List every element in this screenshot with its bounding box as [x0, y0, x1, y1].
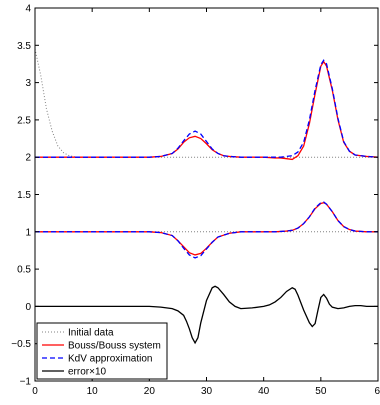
y-tick-label: −1: [20, 377, 32, 388]
y-tick-label: 0: [25, 302, 31, 313]
x-tick-label: 30: [201, 386, 213, 397]
x-tick-label: 40: [258, 386, 270, 397]
y-tick-label: 4: [25, 4, 31, 15]
y-tick-label: 0.5: [17, 265, 31, 276]
series-line-0: [34, 48, 378, 158]
y-tick-label: 3.5: [17, 41, 31, 52]
x-tick-label: 0: [32, 386, 38, 397]
series-line-3: [35, 202, 378, 256]
y-tick-label: 3: [25, 78, 31, 89]
x-tick-label: 6: [374, 386, 380, 397]
plot-background: [35, 8, 378, 381]
x-tick-label: 50: [315, 386, 327, 397]
legend-label: Bouss/Bouss system: [68, 341, 161, 352]
y-tick-label: 1.5: [17, 190, 31, 201]
x-tick-label: 10: [87, 386, 99, 397]
legend-box: [36, 322, 168, 380]
series-line-6: [35, 285, 378, 345]
legend-label: Initial data: [68, 328, 114, 339]
series-layer: [34, 48, 379, 345]
series-line-4: [35, 59, 379, 158]
y-tick-label: 1: [25, 227, 31, 238]
series-line-5: [35, 201, 378, 259]
y-tick-label: 2: [25, 153, 31, 164]
y-tick-label: 2.5: [17, 115, 31, 126]
legend-label: error×10: [68, 367, 107, 378]
legend: Initial data Bouss/Bouss system KdV approx…: [36, 322, 168, 380]
y-tick-label: −0.5: [11, 339, 31, 350]
legend-label: KdV approximation: [68, 354, 153, 365]
x-tick-label: 20: [144, 386, 156, 397]
